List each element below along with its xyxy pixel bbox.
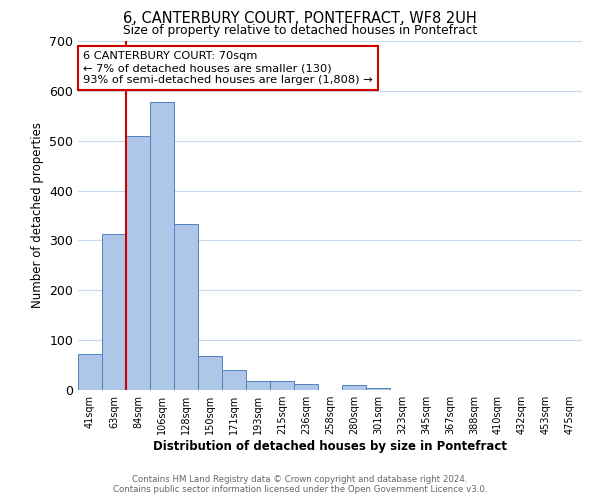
Bar — [150, 102, 174, 390]
Bar — [174, 224, 198, 390]
Bar — [270, 380, 294, 390]
Bar — [126, 136, 150, 390]
Bar — [102, 234, 126, 390]
X-axis label: Distribution of detached houses by size in Pontefract: Distribution of detached houses by size … — [153, 440, 507, 453]
Bar — [366, 388, 390, 390]
Bar — [342, 385, 366, 390]
Bar — [294, 384, 318, 390]
Bar — [246, 380, 270, 390]
Text: Size of property relative to detached houses in Pontefract: Size of property relative to detached ho… — [123, 24, 477, 37]
Bar — [78, 354, 102, 390]
Text: 6 CANTERBURY COURT: 70sqm
← 7% of detached houses are smaller (130)
93% of semi-: 6 CANTERBURY COURT: 70sqm ← 7% of detach… — [83, 52, 373, 84]
Bar — [222, 370, 246, 390]
Text: Contains HM Land Registry data © Crown copyright and database right 2024.
Contai: Contains HM Land Registry data © Crown c… — [113, 474, 487, 494]
Bar — [198, 356, 222, 390]
Text: 6, CANTERBURY COURT, PONTEFRACT, WF8 2UH: 6, CANTERBURY COURT, PONTEFRACT, WF8 2UH — [123, 11, 477, 26]
Y-axis label: Number of detached properties: Number of detached properties — [31, 122, 44, 308]
